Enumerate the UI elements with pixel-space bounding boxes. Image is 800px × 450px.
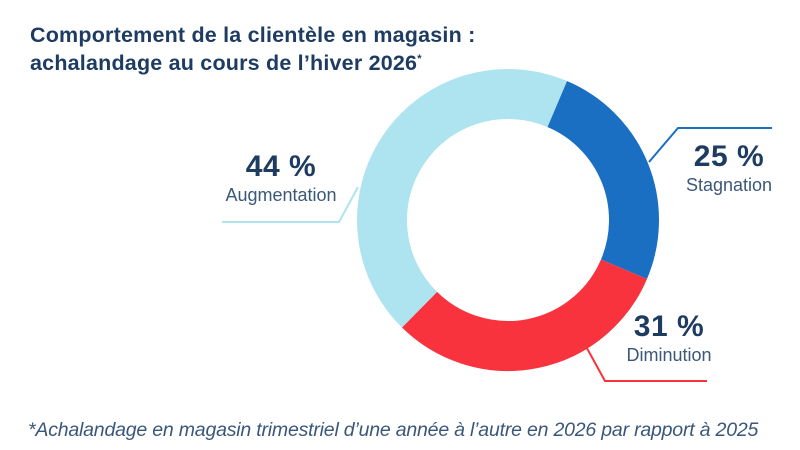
stagnation-label: Stagnation xyxy=(685,175,773,195)
donut-segments xyxy=(357,69,659,371)
stagnation-label-block: 25 % Stagnation xyxy=(684,140,774,197)
page-title: Comportement de la clientèle en magasin … xyxy=(30,22,475,78)
augmentation-callout-line xyxy=(222,186,359,223)
augmentation-value: 44 % xyxy=(245,150,317,183)
title-line-2: achalandage au cours de l’hiver 2026* xyxy=(30,50,422,75)
title-footnote-marker: * xyxy=(417,52,422,65)
footnote: *Achalandage en magasin trimestriel d’un… xyxy=(28,419,759,441)
donut-segment-diminution xyxy=(401,258,647,371)
stagnation-value: 25 % xyxy=(693,140,765,173)
donut-segment-augmentation xyxy=(357,69,567,328)
diminution-value: 31 % xyxy=(633,310,705,343)
donut-segment-stagnation xyxy=(546,81,659,279)
augmentation-label: Augmentation xyxy=(225,185,337,205)
stagnation-callout-line xyxy=(648,127,772,163)
augmentation-label-block: 44 % Augmentation xyxy=(222,150,340,207)
diminution-label: Diminution xyxy=(626,345,712,365)
diminution-callout-line xyxy=(582,340,707,382)
title-line-1: Comportement de la clientèle en magasin … xyxy=(30,23,476,47)
diminution-label-block: 31 % Diminution xyxy=(616,310,722,367)
